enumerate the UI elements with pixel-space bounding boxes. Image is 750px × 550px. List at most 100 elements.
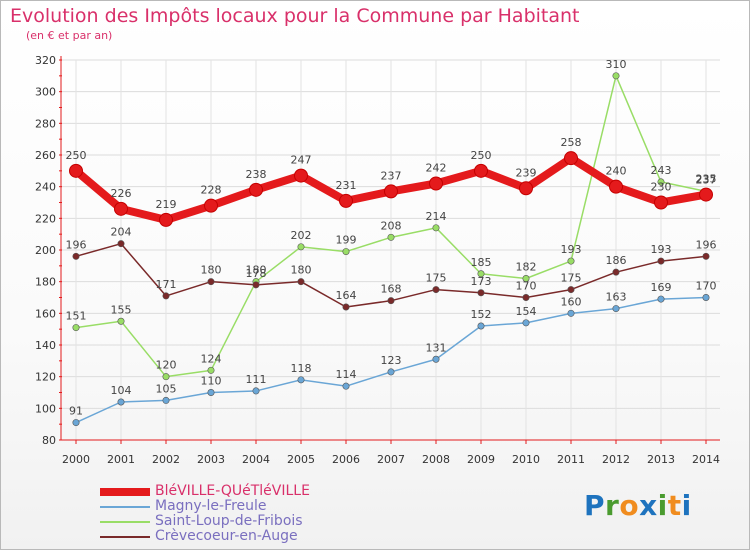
data-point	[204, 198, 218, 213]
y-tick-label: 160	[35, 307, 56, 320]
x-tick-label: 2002	[152, 453, 180, 466]
data-point	[477, 270, 485, 278]
data-label: 226	[111, 187, 132, 200]
data-point	[432, 286, 440, 294]
logo-letter: r	[605, 489, 620, 522]
x-tick-label: 2000	[62, 453, 90, 466]
data-point	[114, 201, 128, 216]
y-tick-label: 220	[35, 212, 56, 225]
data-label: 250	[66, 149, 87, 162]
data-label: 208	[381, 219, 402, 232]
data-label: 219	[156, 198, 177, 211]
data-label: 151	[66, 310, 87, 323]
data-point	[477, 289, 485, 297]
data-point	[612, 305, 620, 313]
data-label: 230	[651, 181, 672, 194]
data-point	[387, 297, 395, 305]
data-label: 186	[606, 254, 627, 267]
data-label: 237	[696, 173, 717, 186]
data-label: 123	[381, 354, 402, 367]
data-label: 237	[381, 169, 402, 182]
data-label: 160	[561, 295, 582, 308]
legend-label: BléVILLE-QUéTléVILLE	[155, 483, 310, 499]
data-label: 193	[651, 243, 672, 256]
data-point	[519, 181, 533, 196]
data-label: 196	[66, 238, 87, 251]
data-label: 199	[336, 234, 357, 247]
data-point	[657, 178, 665, 186]
data-label: 243	[651, 164, 672, 177]
data-point	[567, 257, 575, 265]
data-point	[297, 278, 305, 286]
logo-letter: o	[619, 489, 640, 522]
legend-swatch	[100, 488, 150, 496]
x-tick-label: 2007	[377, 453, 405, 466]
data-label: 124	[201, 352, 222, 365]
x-tick-label: 2006	[332, 453, 360, 466]
legend-swatch	[100, 521, 150, 523]
x-tick-label: 2012	[602, 453, 630, 466]
data-label: 180	[291, 264, 312, 277]
data-label: 154	[516, 305, 537, 318]
data-label: 170	[696, 280, 717, 293]
data-label: 91	[69, 405, 83, 418]
data-label: 180	[201, 264, 222, 277]
data-point	[249, 182, 263, 197]
data-label: 104	[111, 384, 132, 397]
data-label: 235	[696, 173, 717, 186]
y-tick-label: 320	[35, 54, 56, 67]
data-point	[657, 257, 665, 265]
data-point	[342, 303, 350, 311]
data-label: 242	[426, 162, 447, 175]
legend-label: Crèvecoeur-en-Auge	[155, 528, 298, 544]
data-label: 182	[516, 261, 537, 274]
data-point	[162, 396, 170, 404]
data-point	[567, 286, 575, 294]
x-tick-label: 2004	[242, 453, 270, 466]
logo-letter: x	[639, 489, 658, 522]
data-label: 152	[471, 308, 492, 321]
data-point	[297, 243, 305, 251]
data-point	[342, 248, 350, 256]
data-point	[609, 179, 623, 194]
y-tick-label: 300	[35, 86, 56, 99]
data-label: 114	[336, 368, 357, 381]
data-label: 163	[606, 291, 627, 304]
data-point	[72, 419, 80, 427]
x-tick-label: 2010	[512, 453, 540, 466]
proxiti-logo: Proxiti	[584, 489, 692, 522]
data-label: 196	[696, 238, 717, 251]
chart-title: Evolution des Impôts locaux pour la Comm…	[10, 5, 580, 27]
data-point	[117, 240, 125, 248]
data-point	[474, 163, 488, 178]
data-point	[162, 373, 170, 381]
y-tick-label: 120	[35, 371, 56, 384]
data-point	[387, 233, 395, 241]
y-tick-label: 260	[35, 149, 56, 162]
y-tick-label: 140	[35, 339, 56, 352]
chart-subtitle: (en € et par an)	[26, 29, 113, 42]
data-label: 175	[561, 272, 582, 285]
data-label: 118	[291, 362, 312, 375]
data-label: 173	[471, 275, 492, 288]
data-point	[207, 388, 215, 396]
logo-letter: P	[584, 489, 606, 522]
data-label: 228	[201, 184, 222, 197]
data-label: 169	[651, 281, 672, 294]
data-point	[252, 281, 260, 289]
data-point	[612, 268, 620, 276]
data-point	[207, 366, 215, 374]
x-tick-label: 2013	[647, 453, 675, 466]
data-point	[342, 382, 350, 390]
y-tick-label: 240	[35, 181, 56, 194]
y-tick-label: 280	[35, 117, 56, 130]
data-point	[294, 168, 308, 183]
logo-letter: t	[667, 489, 682, 522]
y-tick-label: 200	[35, 244, 56, 257]
data-label: 170	[516, 280, 537, 293]
data-label: 120	[156, 359, 177, 372]
data-point	[339, 193, 353, 208]
data-label: 238	[246, 168, 267, 181]
logo-letter: i	[681, 489, 692, 522]
